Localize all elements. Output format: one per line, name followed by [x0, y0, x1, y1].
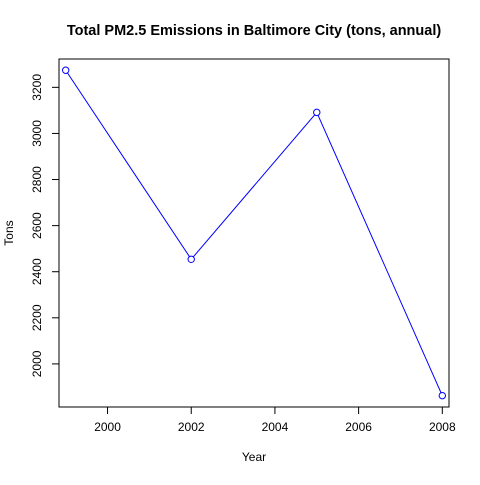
y-axis-label: Tons [2, 220, 16, 245]
data-point [187, 255, 195, 263]
y-tick-label: 2600 [30, 212, 44, 239]
y-tick-label: 2400 [30, 258, 44, 285]
x-axis: 2000 2002 2004 2006 2008 [94, 406, 456, 434]
data-point [61, 66, 70, 74]
y-axis: 2000 2200 2400 2600 2800 3000 3200 [30, 74, 60, 377]
data-point [313, 108, 321, 117]
data-point [438, 391, 447, 400]
chart-title: Total PM2.5 Emissions in Baltimore City … [67, 23, 442, 39]
x-tick-label: 2002 [178, 420, 205, 434]
plot-frame [58, 58, 450, 408]
x-tick-label: 2000 [94, 420, 121, 434]
series-points [61, 66, 447, 400]
y-tick-label: 2800 [30, 166, 44, 193]
y-tick-label: 3200 [30, 74, 44, 101]
series-line [65, 69, 443, 396]
y-tick-label: 2200 [30, 304, 44, 331]
y-tick-label: 3000 [30, 120, 44, 147]
y-tick-label: 2000 [30, 350, 44, 377]
x-axis-label: Year [242, 450, 266, 464]
x-tick-label: 2006 [345, 420, 372, 434]
x-tick-label: 2008 [429, 420, 456, 434]
x-tick-label: 2004 [262, 420, 289, 434]
